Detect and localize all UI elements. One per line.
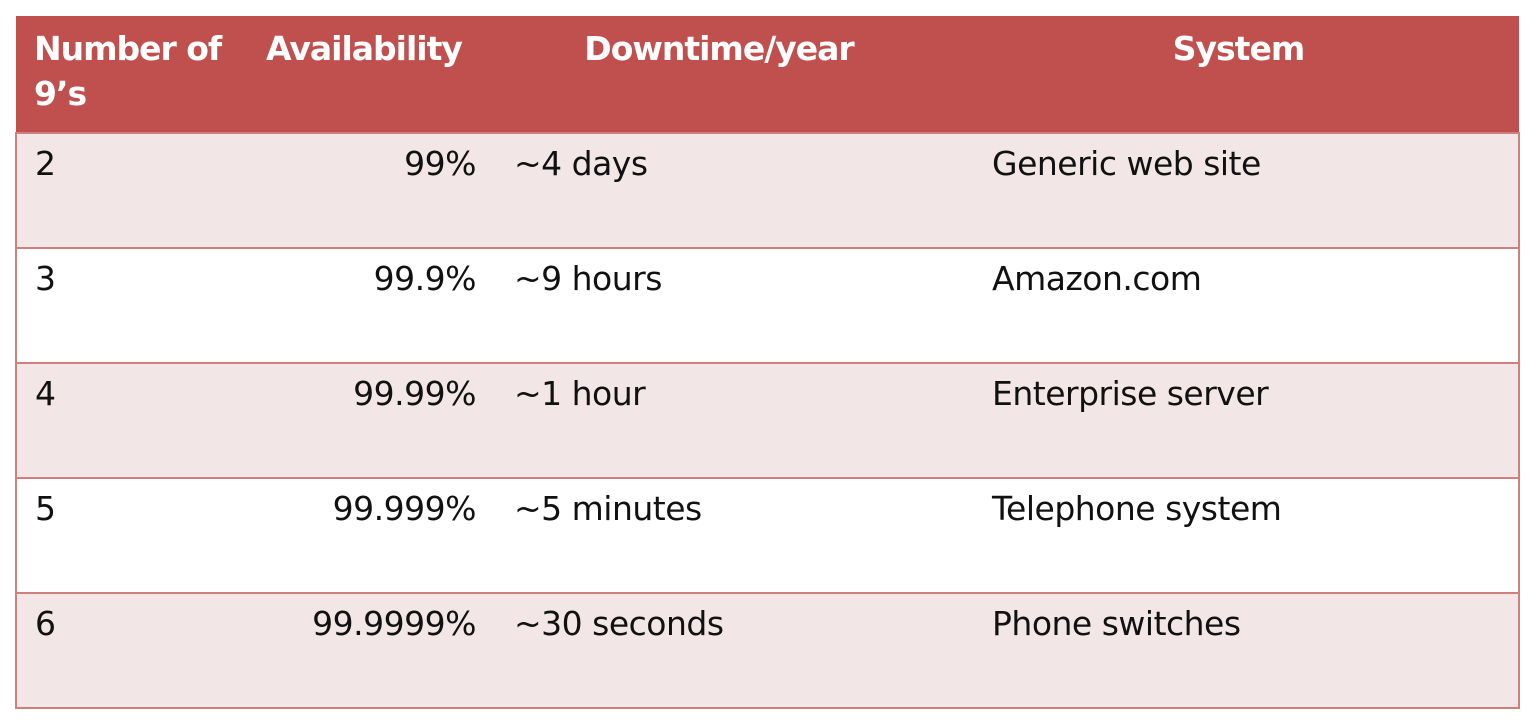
cell-system: Generic web site (954, 132, 1520, 248)
table-row: 2 99% ~4 days Generic web site (15, 132, 1520, 248)
table-header: Number of 9’s Availability Downtime/year… (16, 16, 1519, 133)
cell-system: Enterprise server (954, 362, 1520, 478)
header-row: Number of 9’s Availability Downtime/year… (16, 16, 1519, 133)
cell-downtime: ~4 days (480, 132, 954, 248)
cell-system: Telephone system (954, 477, 1520, 593)
table-row: 4 99.99% ~1 hour Enterprise server (15, 362, 1520, 478)
availability-table-container: Number of 9’s Availability Downtime/year… (15, 16, 1520, 709)
cell-nines: 5 (15, 477, 248, 593)
cell-availability: 99.9% (248, 247, 480, 363)
table-body: 2 99% ~4 days Generic web site 3 99.9% ~… (15, 132, 1520, 709)
cell-downtime: ~1 hour (480, 362, 954, 478)
cell-availability: 99.99% (248, 362, 480, 478)
table-row: 3 99.9% ~9 hours Amazon.com (15, 247, 1520, 363)
cell-nines: 2 (15, 132, 248, 248)
table-row: 5 99.999% ~5 minutes Telephone system (15, 477, 1520, 593)
availability-table: Number of 9’s Availability Downtime/year… (15, 16, 1520, 709)
table-row: 6 99.9999% ~30 seconds Phone switches (15, 592, 1520, 709)
header-number-of-nines: Number of 9’s (34, 29, 222, 113)
cell-downtime: ~9 hours (480, 247, 954, 363)
cell-availability: 99.9999% (248, 592, 480, 709)
cell-downtime: ~30 seconds (480, 592, 954, 709)
header-downtime: Downtime/year (584, 29, 854, 68)
cell-system: Phone switches (954, 592, 1520, 709)
header-availability: Availability (266, 29, 463, 68)
cell-availability: 99.999% (248, 477, 480, 593)
cell-nines: 6 (15, 592, 248, 709)
header-system: System (1172, 29, 1305, 68)
cell-availability: 99% (248, 132, 480, 248)
cell-nines: 4 (15, 362, 248, 478)
cell-system: Amazon.com (954, 247, 1520, 363)
cell-nines: 3 (15, 247, 248, 363)
cell-downtime: ~5 minutes (480, 477, 954, 593)
